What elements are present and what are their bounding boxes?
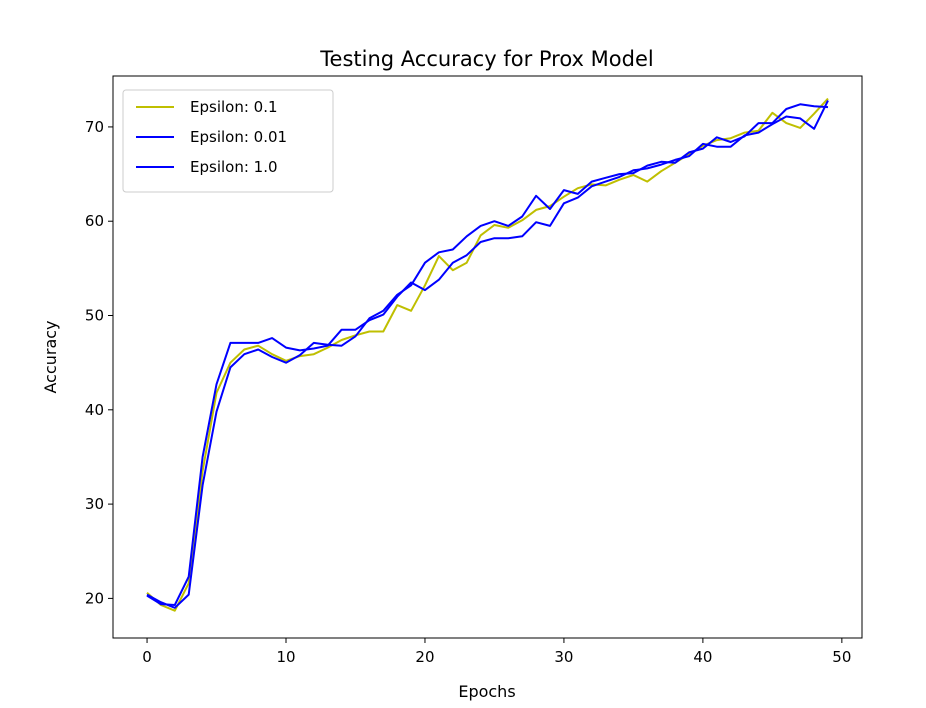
series-line-3 [146, 103, 829, 609]
y-tick-label: 70 [85, 118, 104, 136]
legend: Epsilon: 0.1 Epsilon: 0.01 Epsilon: 1.0 [122, 89, 334, 193]
x-tick-label: 10 [276, 648, 295, 666]
y-tick-label: 30 [85, 495, 104, 513]
plot-frame [112, 75, 863, 639]
plot-area [146, 97, 829, 612]
y-tick-label: 60 [85, 212, 104, 230]
y-tick-label: 50 [85, 307, 104, 325]
series-line-2 [146, 100, 829, 606]
chart-title: Testing Accuracy for Prox Model [319, 47, 653, 71]
legend-label-3: Epsilon: 1.0 [190, 158, 278, 176]
x-axis-label: Epochs [458, 682, 515, 701]
legend-box [122, 89, 334, 193]
axis-ticks: 0 10 20 30 40 50 20 30 40 50 60 70 [85, 118, 851, 666]
x-tick-label: 0 [142, 648, 152, 666]
y-tick-label: 20 [85, 589, 104, 607]
y-tick-label: 40 [85, 401, 104, 419]
series-line-1 [146, 97, 829, 612]
x-tick-label: 30 [554, 648, 573, 666]
y-axis-label: Accuracy [41, 320, 60, 393]
legend-label-1: Epsilon: 0.1 [190, 98, 278, 116]
legend-label-2: Epsilon: 0.01 [190, 128, 287, 146]
x-tick-label: 40 [693, 648, 712, 666]
x-tick-label: 20 [415, 648, 434, 666]
x-tick-label: 50 [832, 648, 851, 666]
